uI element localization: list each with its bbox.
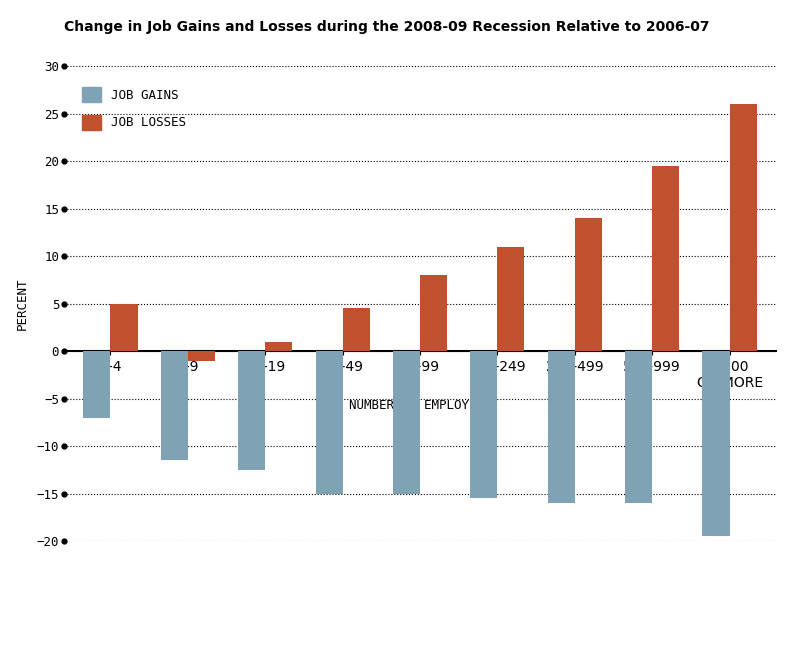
X-axis label: NUMBER OF EMPLOYEES: NUMBER OF EMPLOYEES [349, 399, 491, 412]
Bar [498, 247, 525, 351]
Bar [188, 351, 215, 360]
Bar [315, 351, 342, 494]
Bar [393, 351, 420, 494]
Bar [730, 104, 757, 351]
Bar [702, 351, 730, 537]
Bar [548, 351, 574, 503]
Y-axis label: PERCENT: PERCENT [15, 277, 28, 330]
Bar [574, 218, 602, 351]
Bar [238, 351, 266, 470]
Text: Change in Job Gains and Losses during the 2008-09 Recession Relative to 2006-07: Change in Job Gains and Losses during th… [64, 20, 710, 34]
Bar [110, 304, 138, 351]
Bar [625, 351, 652, 503]
Bar [83, 351, 110, 418]
Bar [161, 351, 188, 461]
Bar [266, 342, 292, 351]
Bar [652, 166, 679, 351]
Bar [470, 351, 498, 498]
Legend: JOB GAINS, JOB LOSSES: JOB GAINS, JOB LOSSES [78, 82, 191, 135]
Bar [420, 275, 447, 351]
Bar [342, 308, 370, 351]
